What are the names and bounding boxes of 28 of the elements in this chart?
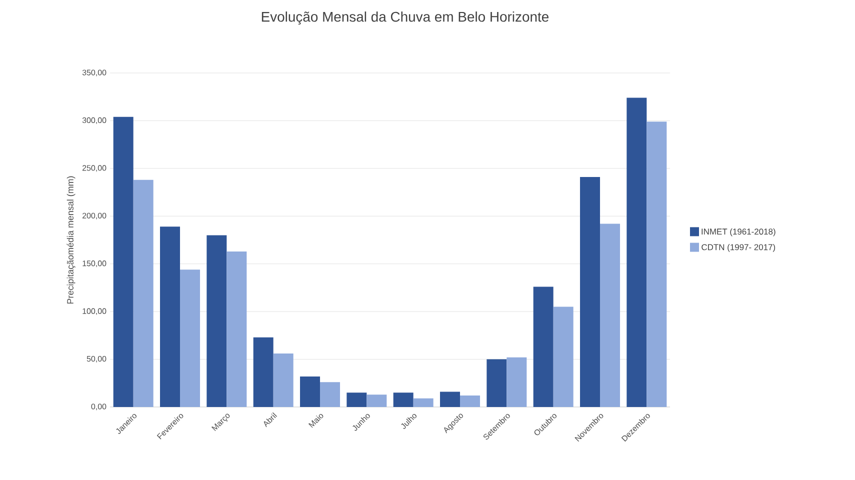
bar [346, 392, 367, 407]
bar [646, 122, 667, 407]
legend-label: CDTN (1997- 2017) [702, 244, 776, 252]
bar [413, 398, 434, 407]
bar [253, 337, 274, 407]
bar [486, 359, 507, 407]
bar [553, 306, 574, 407]
chart-title: Evolução Mensal da Chuva em Belo Horizonte [262, 12, 549, 25]
bar [460, 396, 480, 407]
bar [626, 98, 647, 407]
y-axis-title: Precipitaçãomédia mensal (mm) [66, 176, 76, 304]
bar [600, 224, 620, 407]
bar [300, 376, 320, 407]
bar [180, 270, 200, 407]
bar [533, 286, 554, 407]
bar [393, 392, 414, 407]
bar [580, 177, 600, 407]
bar [113, 116, 134, 407]
bar [440, 392, 460, 407]
legend-label: INMET (1961-2018) [702, 228, 776, 236]
bar [226, 251, 247, 407]
bar [366, 394, 387, 407]
bar [506, 357, 527, 407]
bar [160, 226, 180, 407]
bar [133, 180, 154, 407]
bar [206, 235, 227, 407]
bar [273, 354, 294, 407]
bar [320, 382, 340, 407]
